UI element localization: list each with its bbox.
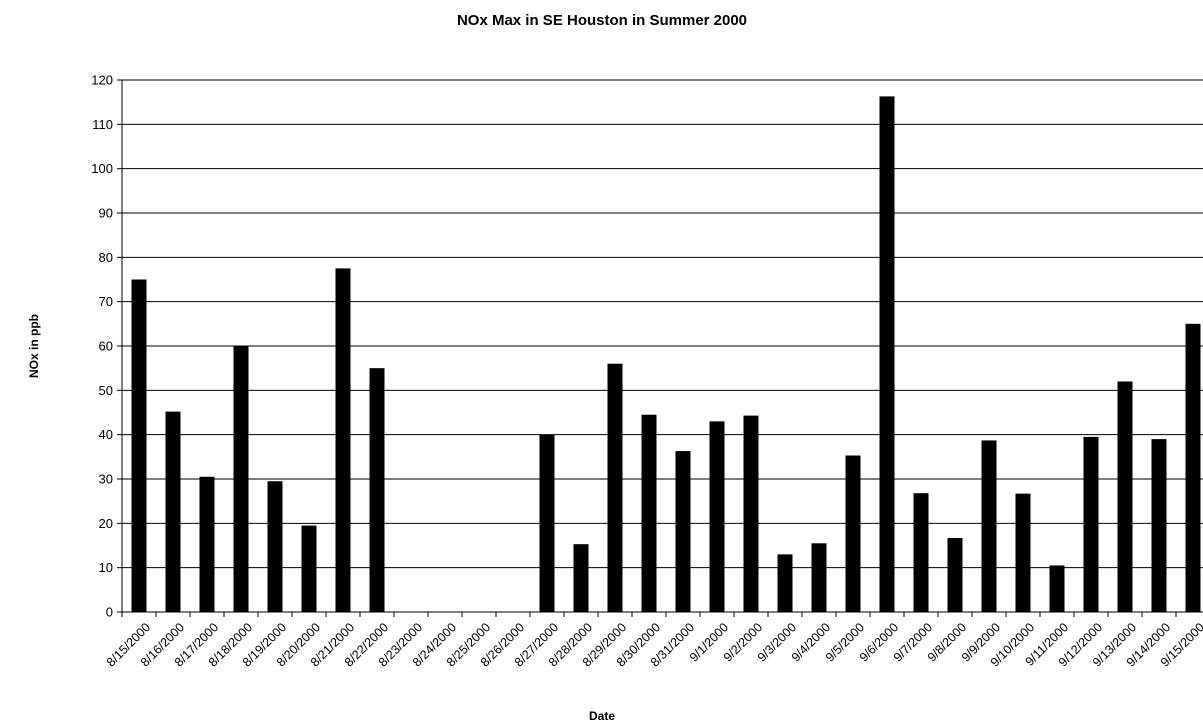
bar xyxy=(743,415,759,612)
bars xyxy=(131,96,1201,613)
y-tick-label: 70 xyxy=(99,294,113,309)
bar xyxy=(913,493,929,612)
y-tick-label: 0 xyxy=(106,605,113,620)
bar xyxy=(777,554,793,612)
x-axis: 8/15/20008/16/20008/17/20008/18/20008/19… xyxy=(104,611,1203,669)
bar xyxy=(879,96,895,613)
bar xyxy=(573,544,589,612)
y-tick-label: 100 xyxy=(91,161,113,176)
y-tick-label: 60 xyxy=(99,339,113,354)
bar xyxy=(539,434,555,612)
bar xyxy=(607,363,623,612)
y-tick-label: 40 xyxy=(99,427,113,442)
y-tick-label: 10 xyxy=(99,560,113,575)
bar xyxy=(641,414,657,612)
y-tick-label: 110 xyxy=(92,117,113,132)
bar xyxy=(131,279,147,612)
y-tick-label: 80 xyxy=(99,250,113,265)
y-tick-label: 120 xyxy=(91,73,113,88)
bar xyxy=(233,346,249,612)
bar xyxy=(709,421,725,612)
bar xyxy=(1117,381,1133,612)
gridlines xyxy=(122,79,1203,569)
bar xyxy=(301,525,317,612)
y-tick-label: 50 xyxy=(99,383,113,398)
bar xyxy=(267,481,283,612)
bar xyxy=(1185,323,1201,612)
y-tick-label: 20 xyxy=(99,516,113,531)
bar xyxy=(811,543,827,612)
bar xyxy=(845,455,861,612)
bar xyxy=(1083,436,1099,612)
bar xyxy=(369,368,385,612)
bar xyxy=(165,411,181,612)
bar xyxy=(1151,439,1167,612)
y-axis: 0 10 20 30 40 50 60 70 80 90 100 110 120 xyxy=(91,73,123,620)
y-axis-label: NOx in ppb xyxy=(27,314,41,378)
bar xyxy=(335,268,351,612)
bar xyxy=(981,440,997,612)
x-axis-label: Date xyxy=(589,709,615,723)
y-tick-label: 30 xyxy=(99,472,113,487)
bar xyxy=(947,537,963,612)
bar xyxy=(199,476,215,612)
bar xyxy=(1049,565,1065,612)
y-tick-label: 90 xyxy=(99,206,113,221)
chart-title: NOx Max in SE Houston in Summer 2000 xyxy=(457,12,747,29)
bar xyxy=(1015,493,1031,612)
bar xyxy=(675,451,691,612)
